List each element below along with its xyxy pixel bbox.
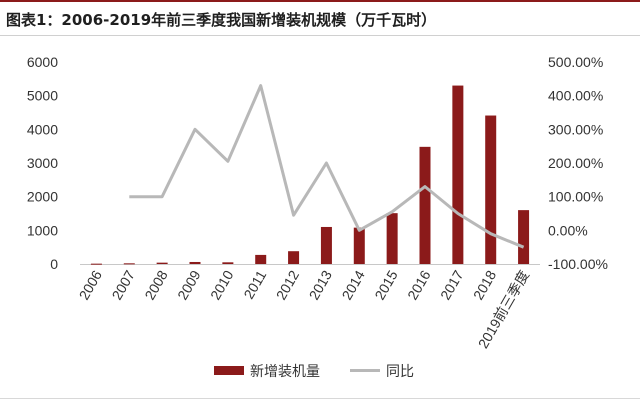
category-label: 2006 <box>76 267 106 302</box>
right-tick-label: 300.00% <box>548 121 603 137</box>
bar <box>320 226 332 264</box>
legend: 新增装机量 同比 <box>214 364 414 380</box>
category-label: 2007 <box>108 267 138 302</box>
right-tick-label: 200.00% <box>548 155 603 171</box>
right-tick-label: 500.00% <box>548 54 603 70</box>
category-label: 2013 <box>306 267 336 302</box>
category-label: 2014 <box>338 267 368 302</box>
category-label: 2018 <box>470 267 500 302</box>
chart-title: 图表1：2006-2019年前三季度我国新增装机规模（万千瓦时） <box>6 11 437 29</box>
bar <box>288 251 300 264</box>
bar <box>419 146 431 264</box>
left-tick-label: 0 <box>50 256 58 272</box>
left-tick-label: 2000 <box>27 189 58 205</box>
bars <box>90 85 530 265</box>
bar <box>255 254 267 264</box>
category-label: 2010 <box>207 267 237 302</box>
yoy-line <box>129 84 525 249</box>
bar <box>90 263 102 265</box>
right-axis-ticks: -100.00% 0.00% 100.00% 200.00% 300.00% 400.00… <box>548 54 608 272</box>
category-labels: 2006 2007 2008 2009 2010 2011 2012 2013 2014 2015… <box>76 267 533 351</box>
bar <box>123 263 135 265</box>
left-tick-label: 4000 <box>27 121 58 137</box>
right-tick-label: 400.00% <box>548 88 603 104</box>
category-label: 2017 <box>437 267 467 302</box>
category-label: 2015 <box>371 267 401 302</box>
right-tick-label: -100.00% <box>548 256 608 272</box>
left-tick-label: 6000 <box>27 54 58 70</box>
left-tick-label: 3000 <box>27 155 58 171</box>
category-label: 2009 <box>174 267 204 302</box>
left-axis-ticks: 0 1000 2000 3000 4000 5000 6000 <box>27 54 58 272</box>
legend-label-line: 同比 <box>386 364 414 380</box>
category-label: 2008 <box>141 267 171 302</box>
bar <box>189 261 201 264</box>
bar <box>485 115 497 264</box>
bar <box>386 213 398 264</box>
title-bar: 图表1：2006-2019年前三季度我国新增装机规模（万千瓦时） <box>0 0 640 36</box>
category-label: 2012 <box>273 267 303 302</box>
bar <box>518 210 530 264</box>
right-tick-label: 100.00% <box>548 189 603 205</box>
bar <box>353 227 365 264</box>
bottom-divider <box>0 398 640 399</box>
legend-label-bar: 新增装机量 <box>250 364 320 380</box>
legend-swatch-bar <box>214 366 244 375</box>
bar <box>156 262 168 264</box>
left-tick-label: 1000 <box>27 222 58 238</box>
right-tick-label: 0.00% <box>548 222 588 238</box>
bar <box>452 85 464 264</box>
category-label: 2016 <box>404 267 434 302</box>
left-tick-label: 5000 <box>27 88 58 104</box>
category-label: 2011 <box>240 267 269 301</box>
bar <box>222 262 234 264</box>
